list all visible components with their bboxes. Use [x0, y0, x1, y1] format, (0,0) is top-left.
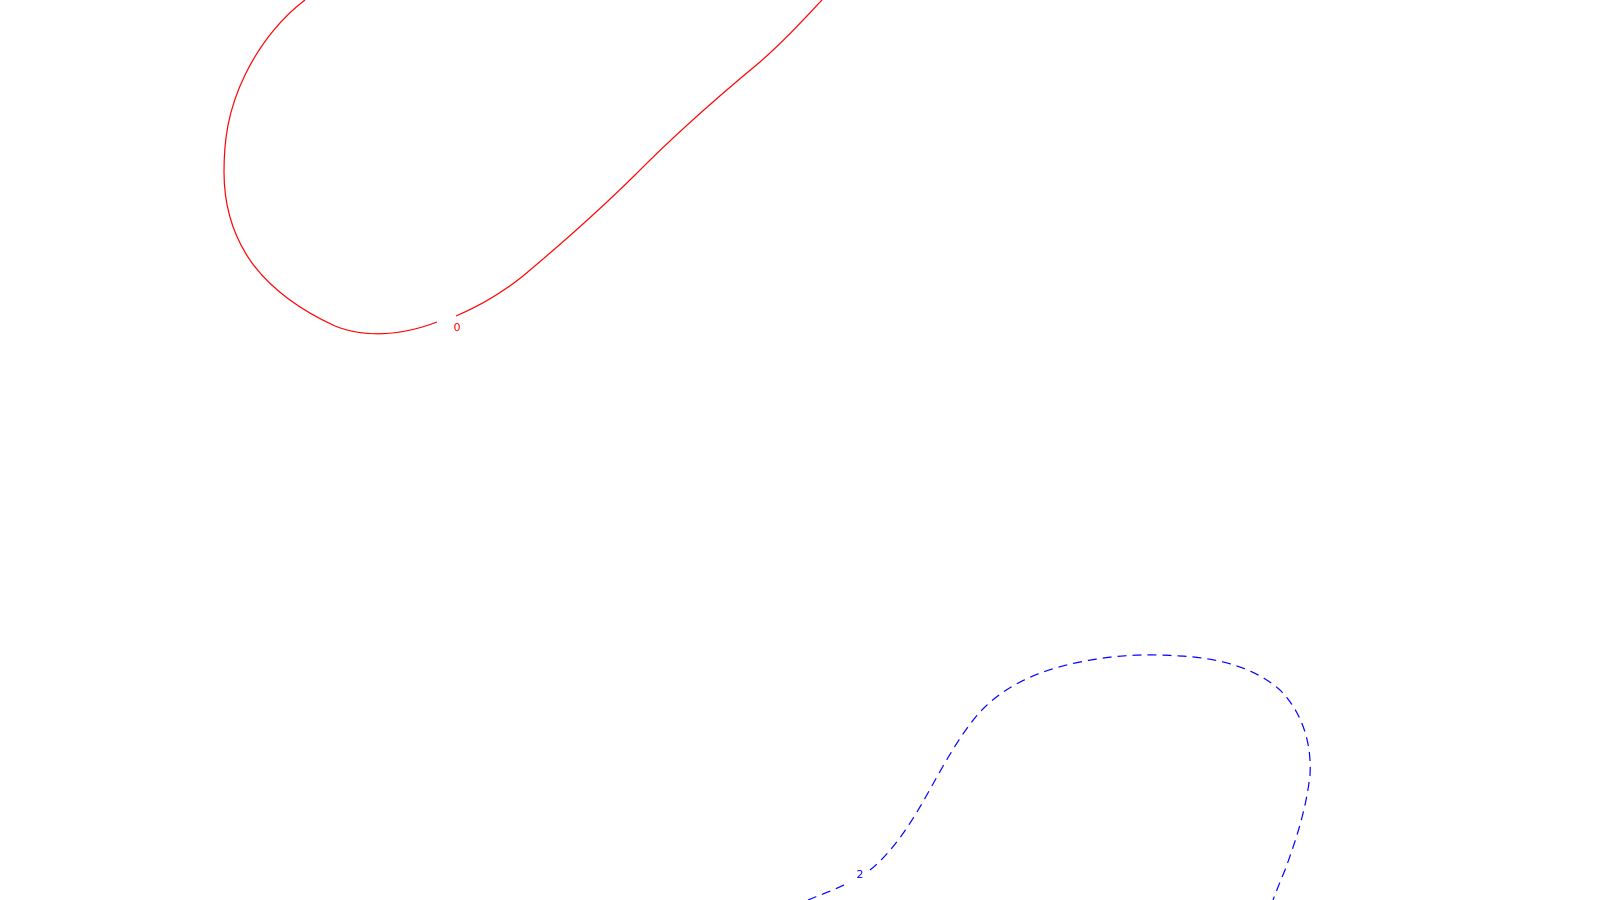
contour-curve-2 [807, 654, 1311, 900]
contour-label-0: 0 [454, 321, 461, 334]
contour-curve-0 [223, 0, 823, 335]
contour-label-2: 2 [857, 868, 864, 881]
contour-line-0: 0 [223, 0, 823, 335]
contour-line-2: 2 [807, 654, 1311, 900]
